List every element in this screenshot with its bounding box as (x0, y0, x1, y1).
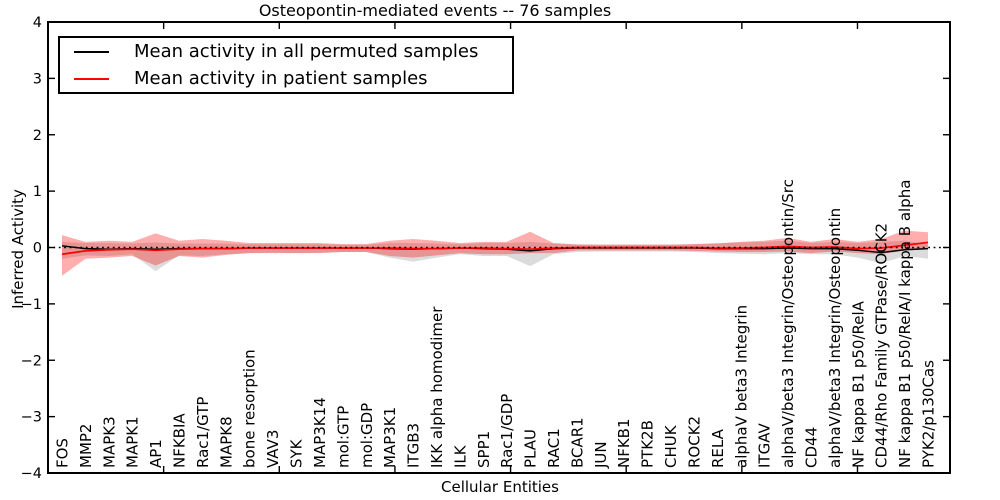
y-tick-label: 2 (33, 128, 42, 144)
x-category-label: alphaV/beta3 Integrin/Osteopontin (826, 208, 844, 468)
y-tick-label: 0 (33, 241, 42, 257)
x-category-label: ITGAV (756, 422, 774, 468)
x-category-label: IKK alpha homodimer (428, 306, 446, 468)
x-category-label: Rac1/GTP (194, 397, 212, 468)
x-category-label: MAPK8 (217, 416, 235, 468)
x-category-label: Rac1/GDP (498, 394, 516, 468)
y-tick-label: −3 (21, 410, 42, 426)
x-category-label: SPP1 (475, 431, 493, 468)
x-category-label: FOS (54, 438, 72, 468)
x-category-label: CD44/Rho Family GTPase/ROCK2 (873, 223, 891, 468)
y-tick-label: 1 (33, 184, 42, 200)
y-tick-label: 4 (33, 15, 42, 31)
x-category-label: alphaV/beta3 Integrin/Osteopontin/Src (779, 179, 797, 468)
x-category-label: AP1 (147, 439, 165, 468)
permuted-line-swatch (74, 50, 109, 53)
series-line-patient (61, 241, 929, 256)
x-category-label: BCAR1 (568, 417, 586, 468)
x-category-label: PTK2B (639, 420, 657, 468)
x-category-label: SYK (288, 438, 306, 468)
legend: Mean activity in all permuted samples Me… (58, 36, 514, 94)
x-axis-label: Cellular Entities (441, 478, 559, 496)
chart-title: Osteopontin-mediated events -- 76 sample… (258, 1, 612, 20)
legend-label: Mean activity in patient samples (134, 68, 428, 89)
y-tick-label: −4 (21, 466, 42, 482)
patient-line-swatch (74, 77, 109, 80)
x-category-label: MAP3K14 (311, 397, 329, 468)
x-category-label: ITGB3 (405, 423, 423, 468)
x-category-label: NF kappa B1 p50/RelA/I kappa B alpha (896, 180, 914, 468)
x-category-label: ILK (451, 444, 469, 468)
x-category-label: mol:GTP (334, 406, 352, 468)
x-category-label: MAPK3 (100, 416, 118, 468)
x-category-label: MMP2 (77, 424, 95, 468)
x-category-label: bone resorption (241, 349, 259, 468)
x-category-label: RAC1 (545, 428, 563, 468)
x-category-label: mol:GDP (358, 403, 376, 468)
x-category-label: CHUK (662, 424, 680, 468)
y-tick-label: −2 (21, 353, 42, 369)
x-category-label: NF kappa B1 p50/RelA (849, 300, 867, 468)
y-tick-label: 3 (33, 71, 42, 87)
x-category-label: MAP3K1 (381, 407, 399, 468)
patient-samples-range-band (62, 230, 928, 276)
y-axis-label: Inferred Activity (9, 189, 27, 309)
legend-item-permuted: Mean activity in all permuted samples (60, 38, 512, 65)
x-category-label: CD44 (802, 427, 820, 468)
x-category-label: ROCK2 (685, 416, 703, 468)
x-category-label: MAPK1 (124, 416, 142, 468)
x-category-label: JUN (592, 441, 610, 469)
x-category-label: alphaV beta3 Integrin (732, 305, 750, 468)
x-category-label: PLAU (522, 429, 540, 468)
x-category-label: RELA (709, 428, 727, 468)
legend-item-patient: Mean activity in patient samples (60, 65, 512, 92)
x-category-label: PYK2/p130Cas (920, 360, 938, 468)
x-category-label: NFKB1 (615, 418, 633, 468)
y-tick-label: −1 (21, 297, 42, 313)
x-category-label: VAV3 (264, 430, 282, 468)
legend-label: Mean activity in all permuted samples (134, 41, 479, 62)
x-category-label: NFKBIA (171, 413, 189, 468)
